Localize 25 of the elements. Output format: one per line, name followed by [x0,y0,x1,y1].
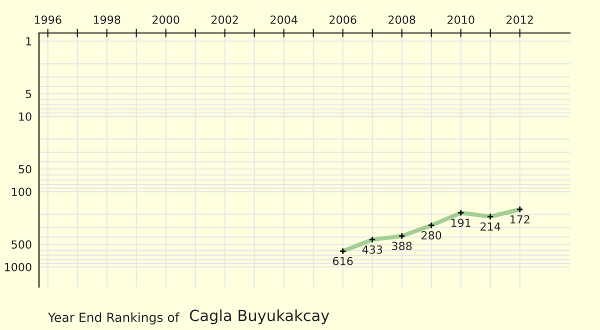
data-label: 172 [510,215,530,224]
x-tick-label: 2008 [388,16,416,24]
data-label: 214 [480,222,500,231]
x-tick-label: 2012 [506,16,533,24]
y-tick-label: 5 [26,90,32,98]
y-tick-label: 50 [18,165,32,174]
data-label: 616 [333,256,353,266]
data-label: 433 [362,245,382,254]
x-tick-label: 2010 [448,16,474,24]
x-tick-label: 1996 [34,16,62,24]
text: Cagla Buyukakcay [190,309,330,324]
text: Year End Rankings of [48,312,180,324]
y-tick-label: 10 [19,112,32,121]
y-tick-label: 1000 [5,262,32,272]
data-label: 280 [422,231,442,240]
y-tick-label: 1 [26,37,32,46]
y-tick-label: 500 [12,240,32,249]
x-tick-label: 1998 [94,16,120,24]
data-label: 191 [451,218,470,228]
x-tick-label: 2002 [212,16,238,24]
x-tick-label: 2006 [330,16,356,24]
x-tick-label: 2000 [152,16,180,24]
x-tick-label: 2004 [270,16,298,24]
y-tick-label: 100 [12,188,32,196]
data-label: 388 [392,242,412,250]
